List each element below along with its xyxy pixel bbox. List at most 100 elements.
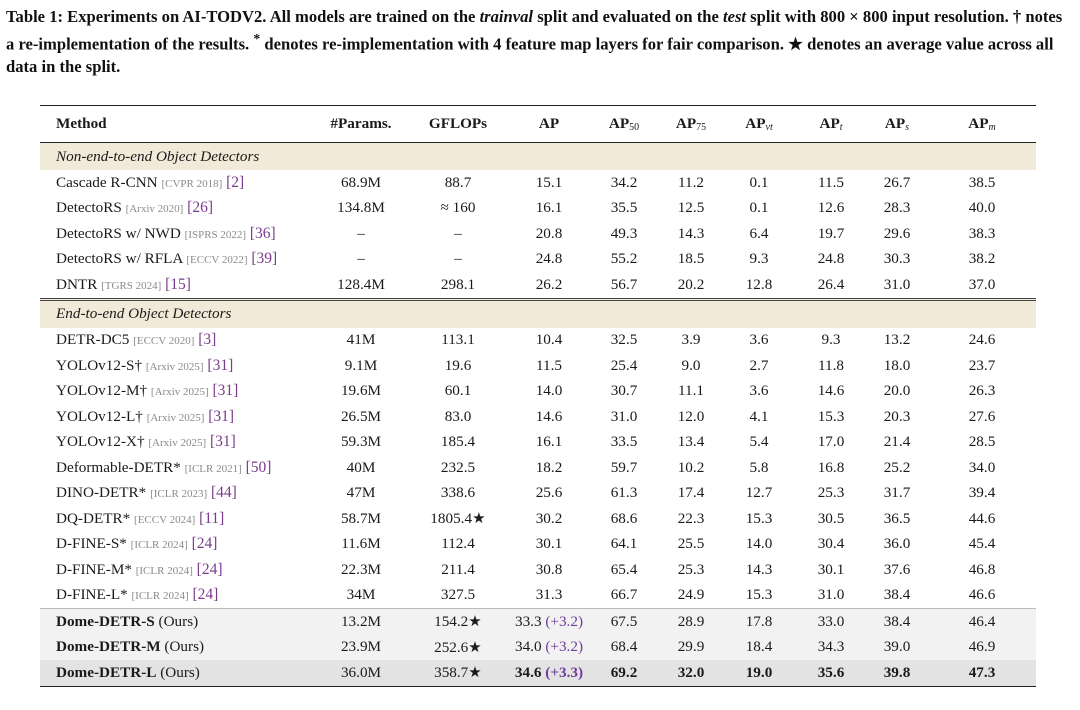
method-name: DETR-DC5 xyxy=(56,331,130,349)
cell-apt: 11.8 xyxy=(817,356,844,374)
method-cell: Dome-DETR-S (Ours) xyxy=(40,608,316,635)
ap-delta: (+3.3) xyxy=(545,663,584,681)
table-row: DNTR [TGRS 2024] [15] 128.4M 298.1 26.2 56.7… xyxy=(40,272,1036,299)
cell-ap50: 25.4 xyxy=(610,356,638,374)
cell-apvt: 0.1 xyxy=(749,173,769,191)
cell-apvt: 17.8 xyxy=(722,608,796,635)
method-cell: YOLOv12-X† [Arxiv 2025] [31] xyxy=(40,430,316,456)
col-ap75: AP75 xyxy=(660,105,722,143)
cell-ap50: 69.2 xyxy=(588,660,660,687)
cell-gflops: 327.5 xyxy=(440,586,476,604)
venue-tag: [ECCV 2024] xyxy=(134,513,196,526)
ap-value: 34.6 xyxy=(514,663,542,681)
citation-link[interactable]: [36] xyxy=(249,224,276,242)
cell-params: 19.6M xyxy=(340,382,382,400)
method-cell: D-FINE-S* [ICLR 2024] [24] xyxy=(40,532,316,558)
cell-ap50: 66.7 xyxy=(610,586,638,604)
citation-link[interactable]: [24] xyxy=(196,560,223,578)
cell-ap: 26.2 xyxy=(535,275,563,293)
cell-gflops: ≈ 160 xyxy=(440,199,476,217)
cell-ap75: 25.3 xyxy=(677,560,705,578)
cell-gflops: 252.6★ xyxy=(406,634,510,660)
citation-link[interactable]: [11] xyxy=(199,509,225,527)
method-cell: DNTR [TGRS 2024] [15] xyxy=(40,272,316,299)
cell-ap50: 59.7 xyxy=(610,458,638,476)
cell-gflops: 298.1 xyxy=(440,275,476,293)
section-header-end-to-end: End-to-end Object Detectors xyxy=(40,297,1036,328)
cell-apt: 34.3 xyxy=(796,634,866,660)
cell-apm: 40.0 xyxy=(968,199,996,217)
cell-ap: 34.6 (+3.3) xyxy=(510,660,588,687)
table-row: Deformable-DETR* [ICLR 2021] [50] 40M 232.… xyxy=(40,455,1036,481)
cell-aps: 25.2 xyxy=(883,458,911,476)
cell-apt: 17.0 xyxy=(817,433,845,451)
citation-link[interactable]: [3] xyxy=(198,331,217,349)
venue-tag: [TGRS 2024] xyxy=(101,279,162,292)
method-cell: Deformable-DETR* [ICLR 2021] [50] xyxy=(40,455,316,481)
cell-ap: 33.3 (+3.2) xyxy=(510,608,588,635)
cell-gflops: – xyxy=(454,250,462,268)
table-caption: Table 1: Experiments on AI-TODV2. All mo… xyxy=(6,7,1063,76)
cell-ap75: 22.3 xyxy=(677,509,705,527)
citation-link[interactable]: [26] xyxy=(187,199,213,217)
venue-tag: [ICLR 2024] xyxy=(130,539,188,552)
ap-value: 34.0 xyxy=(514,638,542,656)
ap-value: 33.3 xyxy=(514,612,542,630)
cell-params: 34M xyxy=(346,586,376,604)
cell-ap50: 55.2 xyxy=(610,250,638,268)
method-cell: DQ-DETR* [ECCV 2024] [11] xyxy=(40,506,316,532)
citation-link[interactable]: [15] xyxy=(165,275,191,293)
citation-link[interactable]: [31] xyxy=(208,407,235,425)
cell-ap: 15.1 xyxy=(535,173,563,191)
results-table-wrapper: Method #Params. GFLOPs AP AP50 AP75 APvt… xyxy=(40,105,1036,687)
cell-ap50: 67.5 xyxy=(588,608,660,635)
cell-apm: 38.2 xyxy=(968,250,996,268)
cell-apvt: 15.3 xyxy=(745,509,773,527)
table-row: D-FINE-M* [ICLR 2024] [24] 22.3M 211.4 30.8… xyxy=(40,557,1036,583)
cell-ap75: 9.0 xyxy=(681,356,701,374)
method-name: DINO-DETR* xyxy=(56,484,147,502)
cell-apvt: 12.8 xyxy=(745,275,773,293)
venue-tag: [ICLR 2024] xyxy=(135,564,193,577)
method-cell: DETR-DC5 [ECCV 2020] [3] xyxy=(40,328,316,354)
cell-ap: 24.8 xyxy=(535,250,563,268)
citation-link[interactable]: [24] xyxy=(191,535,218,553)
method-cell: DetectoRS [Arxiv 2020] [26] xyxy=(40,196,316,222)
method-cell: YOLOv12-L† [Arxiv 2025] [31] xyxy=(40,404,316,430)
method-name: Cascade R-CNN xyxy=(56,173,158,191)
table-row: YOLOv12-X† [Arxiv 2025] [31] 59.3M 185.4 16… xyxy=(40,430,1036,456)
venue-tag: [Arxiv 2025] xyxy=(150,386,209,399)
cell-aps: 36.5 xyxy=(883,509,911,527)
cell-ap75: 11.2 xyxy=(677,173,704,191)
cell-params: 36.0M xyxy=(316,660,406,687)
col-apt: APt xyxy=(796,105,866,143)
citation-link[interactable]: [44] xyxy=(211,484,237,502)
cell-apm: 46.9 xyxy=(928,634,1036,660)
cell-gflops: 88.7 xyxy=(444,173,472,191)
method-name: DQ-DETR* xyxy=(56,509,131,527)
cell-ap75: 18.5 xyxy=(677,250,705,268)
cell-apvt: 3.6 xyxy=(749,331,769,349)
citation-link[interactable]: [50] xyxy=(245,458,272,476)
cell-gflops: 19.6 xyxy=(444,356,472,374)
cell-aps: 20.3 xyxy=(883,407,911,425)
cell-apm: 34.0 xyxy=(968,458,996,476)
citation-link[interactable]: [31] xyxy=(212,382,239,400)
cell-apt: 30.5 xyxy=(817,509,845,527)
table-row: YOLOv12-S† [Arxiv 2025] [31] 9.1M 19.6 11.5… xyxy=(40,353,1036,379)
cell-apvt: 4.1 xyxy=(749,407,769,425)
venue-tag: [Arxiv 2025] xyxy=(145,360,204,373)
table-row: DINO-DETR* [ICLR 2023] [44] 47M 338.6 25.6 6… xyxy=(40,481,1036,507)
method-cell: D-FINE-L* [ICLR 2024] [24] xyxy=(40,583,316,609)
ours-suffix: (Ours) xyxy=(156,663,200,681)
cell-ap75: 13.4 xyxy=(677,433,705,451)
col-aps: APs xyxy=(866,105,928,143)
cell-apvt: 19.0 xyxy=(722,660,796,687)
cell-aps: 31.7 xyxy=(883,484,911,502)
citation-link[interactable]: [39] xyxy=(251,250,278,268)
citation-link[interactable]: [24] xyxy=(192,586,219,604)
cell-ap50: 68.6 xyxy=(610,509,638,527)
citation-link[interactable]: [31] xyxy=(209,433,236,451)
citation-link[interactable]: [2] xyxy=(226,173,245,191)
citation-link[interactable]: [31] xyxy=(207,356,234,374)
